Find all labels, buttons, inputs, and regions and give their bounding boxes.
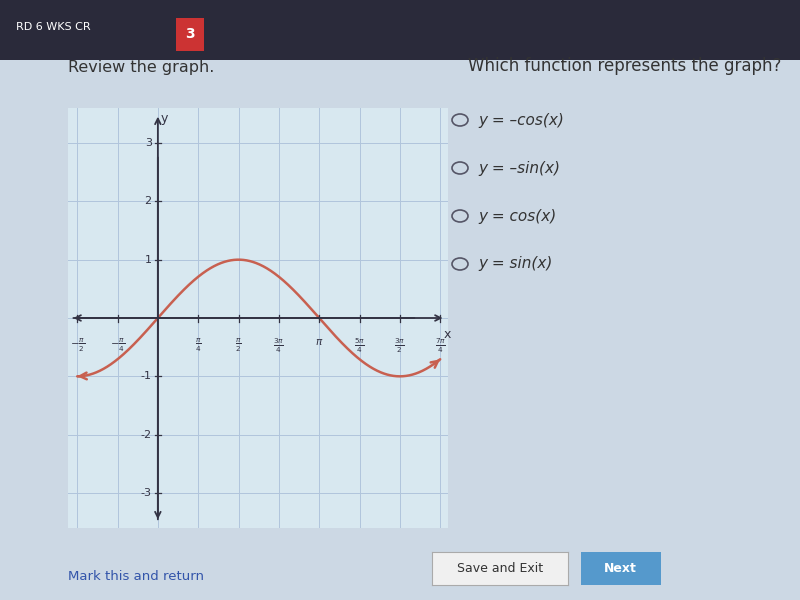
Text: x: x <box>443 328 450 341</box>
Text: RD 6 WKS CR: RD 6 WKS CR <box>16 22 90 32</box>
Text: $-\frac{\pi}{4}$: $-\frac{\pi}{4}$ <box>110 337 125 354</box>
Text: Which function represents the graph?: Which function represents the graph? <box>468 57 782 75</box>
Text: -1: -1 <box>141 371 152 382</box>
Text: Save and Exit: Save and Exit <box>457 562 543 575</box>
Text: y = –sin(x): y = –sin(x) <box>478 160 560 175</box>
Text: $\frac{\pi}{2}$: $\frac{\pi}{2}$ <box>235 337 242 354</box>
Text: $\frac{\pi}{4}$: $\frac{\pi}{4}$ <box>195 337 202 354</box>
Text: y: y <box>161 112 168 125</box>
Text: Next: Next <box>604 562 638 575</box>
Text: y = cos(x): y = cos(x) <box>478 208 557 223</box>
Text: $\frac{7\pi}{4}$: $\frac{7\pi}{4}$ <box>434 337 446 355</box>
Text: $\frac{3\pi}{4}$: $\frac{3\pi}{4}$ <box>274 337 285 355</box>
Text: $\pi$: $\pi$ <box>315 337 323 347</box>
Text: -2: -2 <box>141 430 152 440</box>
Text: $\frac{5\pi}{4}$: $\frac{5\pi}{4}$ <box>354 337 365 355</box>
Text: Mark this and return: Mark this and return <box>68 569 204 583</box>
Text: $-\frac{\pi}{2}$: $-\frac{\pi}{2}$ <box>70 337 85 354</box>
Text: Review the graph.: Review the graph. <box>68 60 214 75</box>
Text: 3: 3 <box>145 138 152 148</box>
Text: 2: 2 <box>145 196 152 206</box>
Text: -3: -3 <box>141 488 152 498</box>
Text: 1: 1 <box>145 254 152 265</box>
Text: 3: 3 <box>185 28 195 41</box>
Text: y = –cos(x): y = –cos(x) <box>478 113 564 127</box>
Text: y = sin(x): y = sin(x) <box>478 256 553 271</box>
Text: $\frac{3\pi}{2}$: $\frac{3\pi}{2}$ <box>394 337 406 355</box>
